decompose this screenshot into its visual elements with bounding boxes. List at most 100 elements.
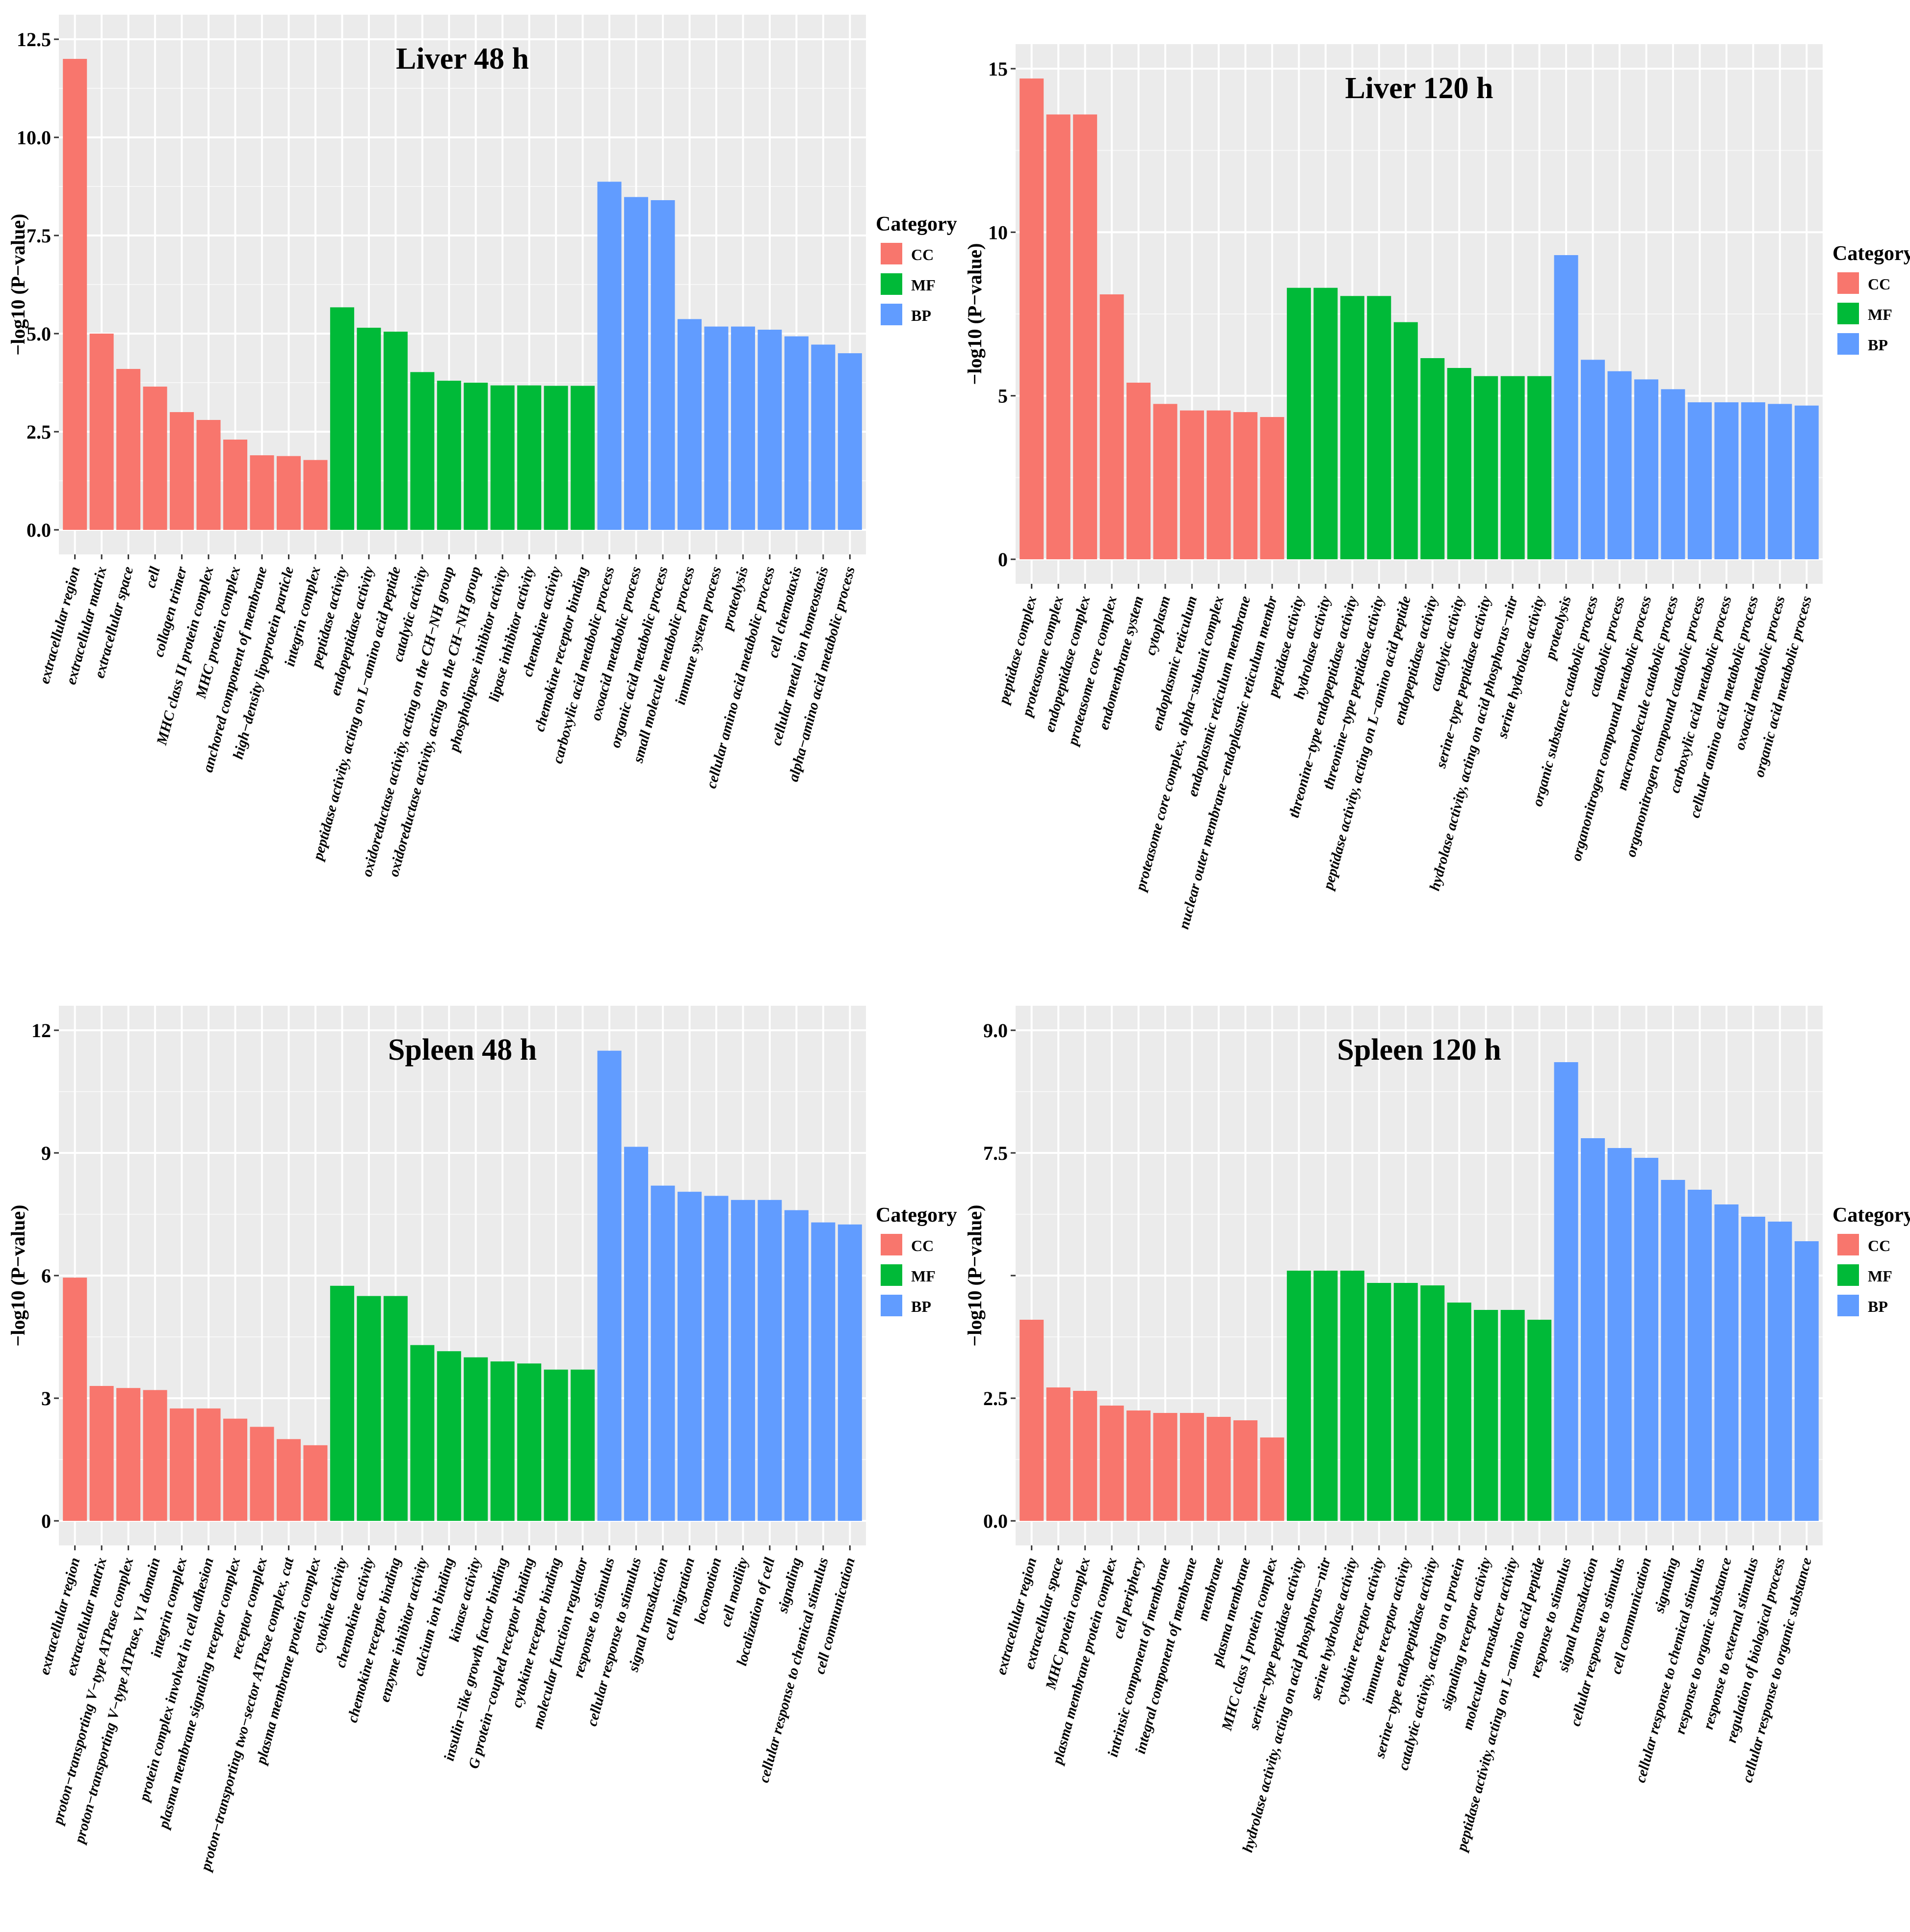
bar bbox=[544, 1369, 568, 1521]
y-axis-label: −log10 (P−value) bbox=[964, 243, 986, 385]
legend-swatch bbox=[1837, 1295, 1859, 1316]
legend-label: CC bbox=[911, 246, 934, 263]
legend-swatch bbox=[1837, 272, 1859, 294]
chart-title: Spleen 120 h bbox=[1337, 1033, 1501, 1067]
y-tick-label: 9 bbox=[41, 1142, 51, 1164]
bar bbox=[196, 420, 221, 530]
bar bbox=[517, 385, 542, 530]
bar bbox=[1073, 1391, 1098, 1521]
bar bbox=[437, 1351, 461, 1521]
bar bbox=[1607, 371, 1632, 559]
bar bbox=[1286, 1271, 1311, 1521]
bar bbox=[410, 1345, 435, 1521]
bar bbox=[1260, 417, 1284, 559]
bar bbox=[1714, 402, 1739, 559]
bar bbox=[1099, 294, 1124, 559]
bar bbox=[731, 1200, 755, 1521]
chart-title: Liver 120 h bbox=[1345, 72, 1493, 105]
bar bbox=[1661, 389, 1685, 559]
y-tick-label: 0.0 bbox=[26, 519, 51, 541]
legend-label: BP bbox=[1868, 1298, 1888, 1315]
bar bbox=[624, 1147, 649, 1521]
legend-label: CC bbox=[1868, 275, 1890, 293]
bar bbox=[1179, 1413, 1204, 1521]
bar bbox=[1340, 1271, 1364, 1521]
bar bbox=[517, 1363, 542, 1521]
bar bbox=[1420, 1285, 1445, 1521]
bar bbox=[571, 1369, 595, 1521]
bar bbox=[1794, 405, 1819, 559]
y-tick-label: 7.5 bbox=[26, 225, 51, 247]
y-tick-label: 0.0 bbox=[983, 1510, 1008, 1532]
bar bbox=[223, 1418, 248, 1521]
x-tick-label: cytoplasm bbox=[1142, 594, 1174, 657]
legend-title: Category bbox=[876, 1204, 957, 1227]
bar bbox=[1714, 1204, 1739, 1521]
legend-swatch bbox=[1837, 1234, 1859, 1255]
legend-swatch bbox=[1837, 303, 1859, 324]
bar bbox=[1554, 255, 1578, 559]
bar bbox=[1794, 1241, 1819, 1521]
bar bbox=[1634, 379, 1659, 559]
bar bbox=[677, 1192, 702, 1521]
bar bbox=[1046, 1387, 1071, 1521]
legend-title: Category bbox=[1832, 1204, 1910, 1227]
chart-title: Spleen 48 h bbox=[388, 1033, 537, 1067]
legend-swatch bbox=[881, 1234, 902, 1255]
bar bbox=[1447, 1303, 1471, 1521]
bar bbox=[357, 328, 381, 530]
bar bbox=[1206, 1417, 1231, 1521]
x-tick-label: signaling bbox=[774, 1556, 805, 1615]
bar bbox=[811, 1222, 836, 1521]
bar bbox=[1500, 1310, 1525, 1521]
bar bbox=[1367, 1283, 1391, 1521]
bar bbox=[330, 307, 354, 530]
bar bbox=[490, 385, 515, 530]
bar bbox=[1046, 114, 1071, 560]
y-tick-label: 5.0 bbox=[26, 323, 51, 345]
bar bbox=[731, 326, 755, 530]
bar bbox=[116, 1388, 141, 1521]
legend-label: BP bbox=[911, 1298, 931, 1315]
bar bbox=[170, 1408, 194, 1521]
y-tick-label: 10.0 bbox=[17, 127, 51, 149]
bar bbox=[597, 1050, 622, 1521]
legend-swatch bbox=[881, 304, 902, 325]
bar bbox=[490, 1361, 515, 1521]
bar bbox=[1020, 78, 1044, 559]
y-tick-label: 12 bbox=[31, 1019, 51, 1042]
bar bbox=[357, 1296, 381, 1521]
bar bbox=[1500, 376, 1525, 559]
legend-title: Category bbox=[1832, 242, 1910, 265]
bar bbox=[1554, 1062, 1578, 1521]
bar bbox=[1447, 368, 1471, 559]
bar bbox=[1153, 1413, 1177, 1521]
bar bbox=[571, 386, 595, 530]
bar bbox=[1661, 1180, 1685, 1521]
chart-title: Liver 48 h bbox=[396, 42, 529, 76]
y-tick-label: 0 bbox=[998, 548, 1008, 571]
bar bbox=[1741, 402, 1765, 559]
bar bbox=[1367, 296, 1391, 559]
bar bbox=[758, 330, 782, 530]
bar bbox=[1393, 322, 1418, 559]
bar bbox=[1206, 410, 1231, 559]
bar bbox=[837, 353, 862, 530]
bar bbox=[303, 460, 328, 530]
bar bbox=[1126, 383, 1151, 559]
bar bbox=[1634, 1158, 1659, 1521]
bar bbox=[1687, 1190, 1712, 1521]
legend-label: BP bbox=[1868, 336, 1888, 354]
bar bbox=[1099, 1406, 1124, 1521]
bar bbox=[784, 336, 809, 530]
legend-swatch bbox=[1837, 1264, 1859, 1286]
bar bbox=[410, 372, 435, 530]
x-tick-label: cell bbox=[142, 565, 163, 590]
bar bbox=[63, 59, 87, 530]
bar bbox=[1768, 404, 1792, 559]
bar bbox=[330, 1285, 354, 1521]
y-tick-label: 0 bbox=[41, 1510, 51, 1532]
bar bbox=[143, 1390, 167, 1521]
bar bbox=[250, 1427, 274, 1521]
bar bbox=[276, 456, 301, 530]
